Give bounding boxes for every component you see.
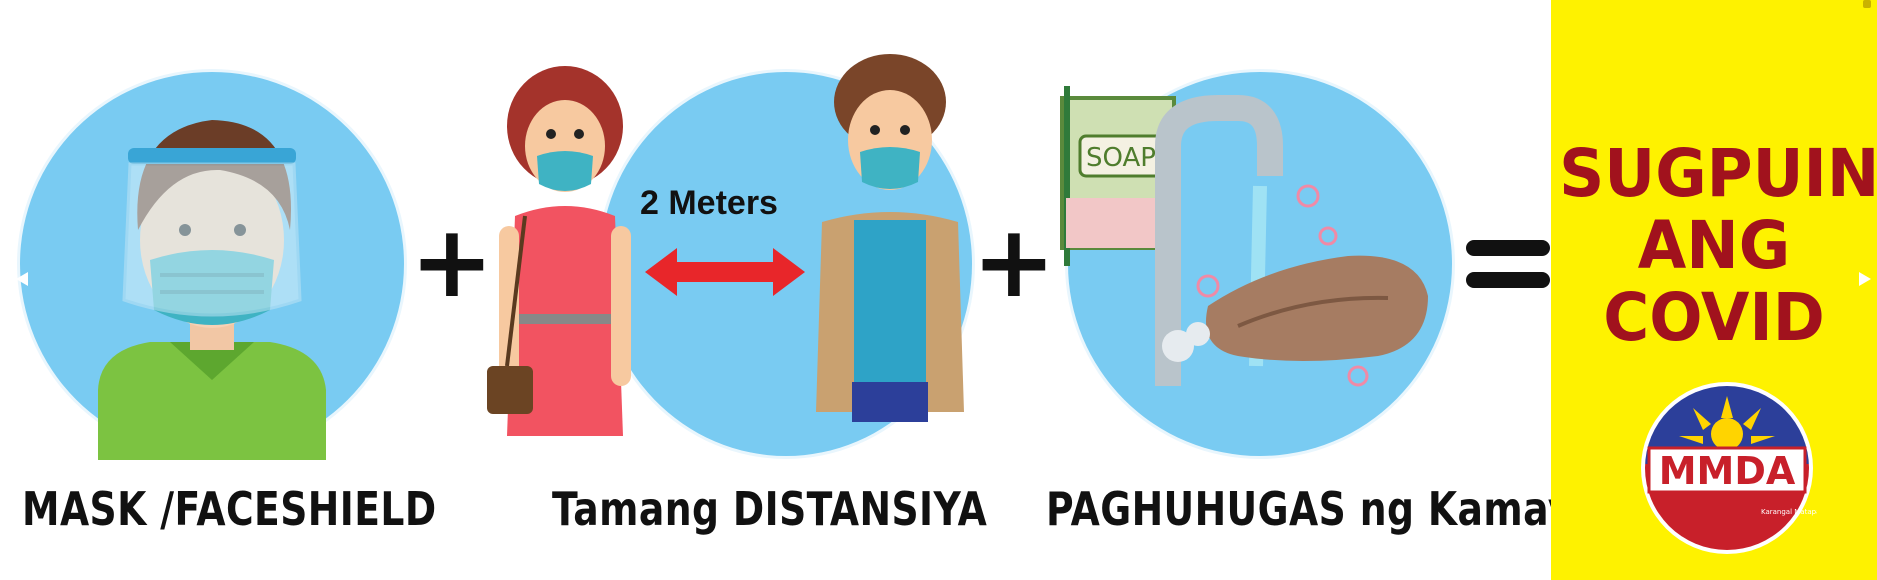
panel-marker xyxy=(1863,0,1871,8)
plus-icon: + xyxy=(972,203,1056,320)
mmda-motto: Karangal Matapat Dispinado Ato. xyxy=(1761,508,1817,516)
slogan-line-3: COVID xyxy=(1603,279,1825,356)
caption-handwash: PAGHUHUGAS ng Kamay xyxy=(1046,482,1573,536)
handwash-illustration: SOAP xyxy=(1060,86,1428,387)
soap-label: SOAP xyxy=(1086,143,1156,173)
mmda-logo: MMDA Karangal Matapat Dispinado Ato. xyxy=(1641,382,1817,554)
slogan: SUGPUIN ANG COVID xyxy=(1551,138,1877,354)
caption-distance: Tamang DISTANSIYA xyxy=(552,482,988,536)
slogan-line-1: SUGPUIN xyxy=(1559,135,1877,212)
plus-icon: + xyxy=(410,203,494,320)
equals-icon xyxy=(1466,240,1550,288)
caption-mask: MASK /FACESHIELD xyxy=(22,482,437,536)
distance-arrow-icon xyxy=(645,248,805,296)
prev-arrow-icon xyxy=(16,272,28,286)
man-illustration xyxy=(816,54,964,422)
next-arrow-icon xyxy=(1859,272,1871,286)
slogan-panel: SUGPUIN ANG COVID MMDA Karangal Matapat … xyxy=(1551,0,1877,580)
faceshield-person-illustration xyxy=(98,120,326,460)
slogan-line-2: ANG xyxy=(1637,207,1791,284)
distance-label: 2 Meters xyxy=(640,184,778,222)
woman-illustration xyxy=(487,66,631,436)
mmda-logo-text: MMDA xyxy=(1659,449,1796,493)
